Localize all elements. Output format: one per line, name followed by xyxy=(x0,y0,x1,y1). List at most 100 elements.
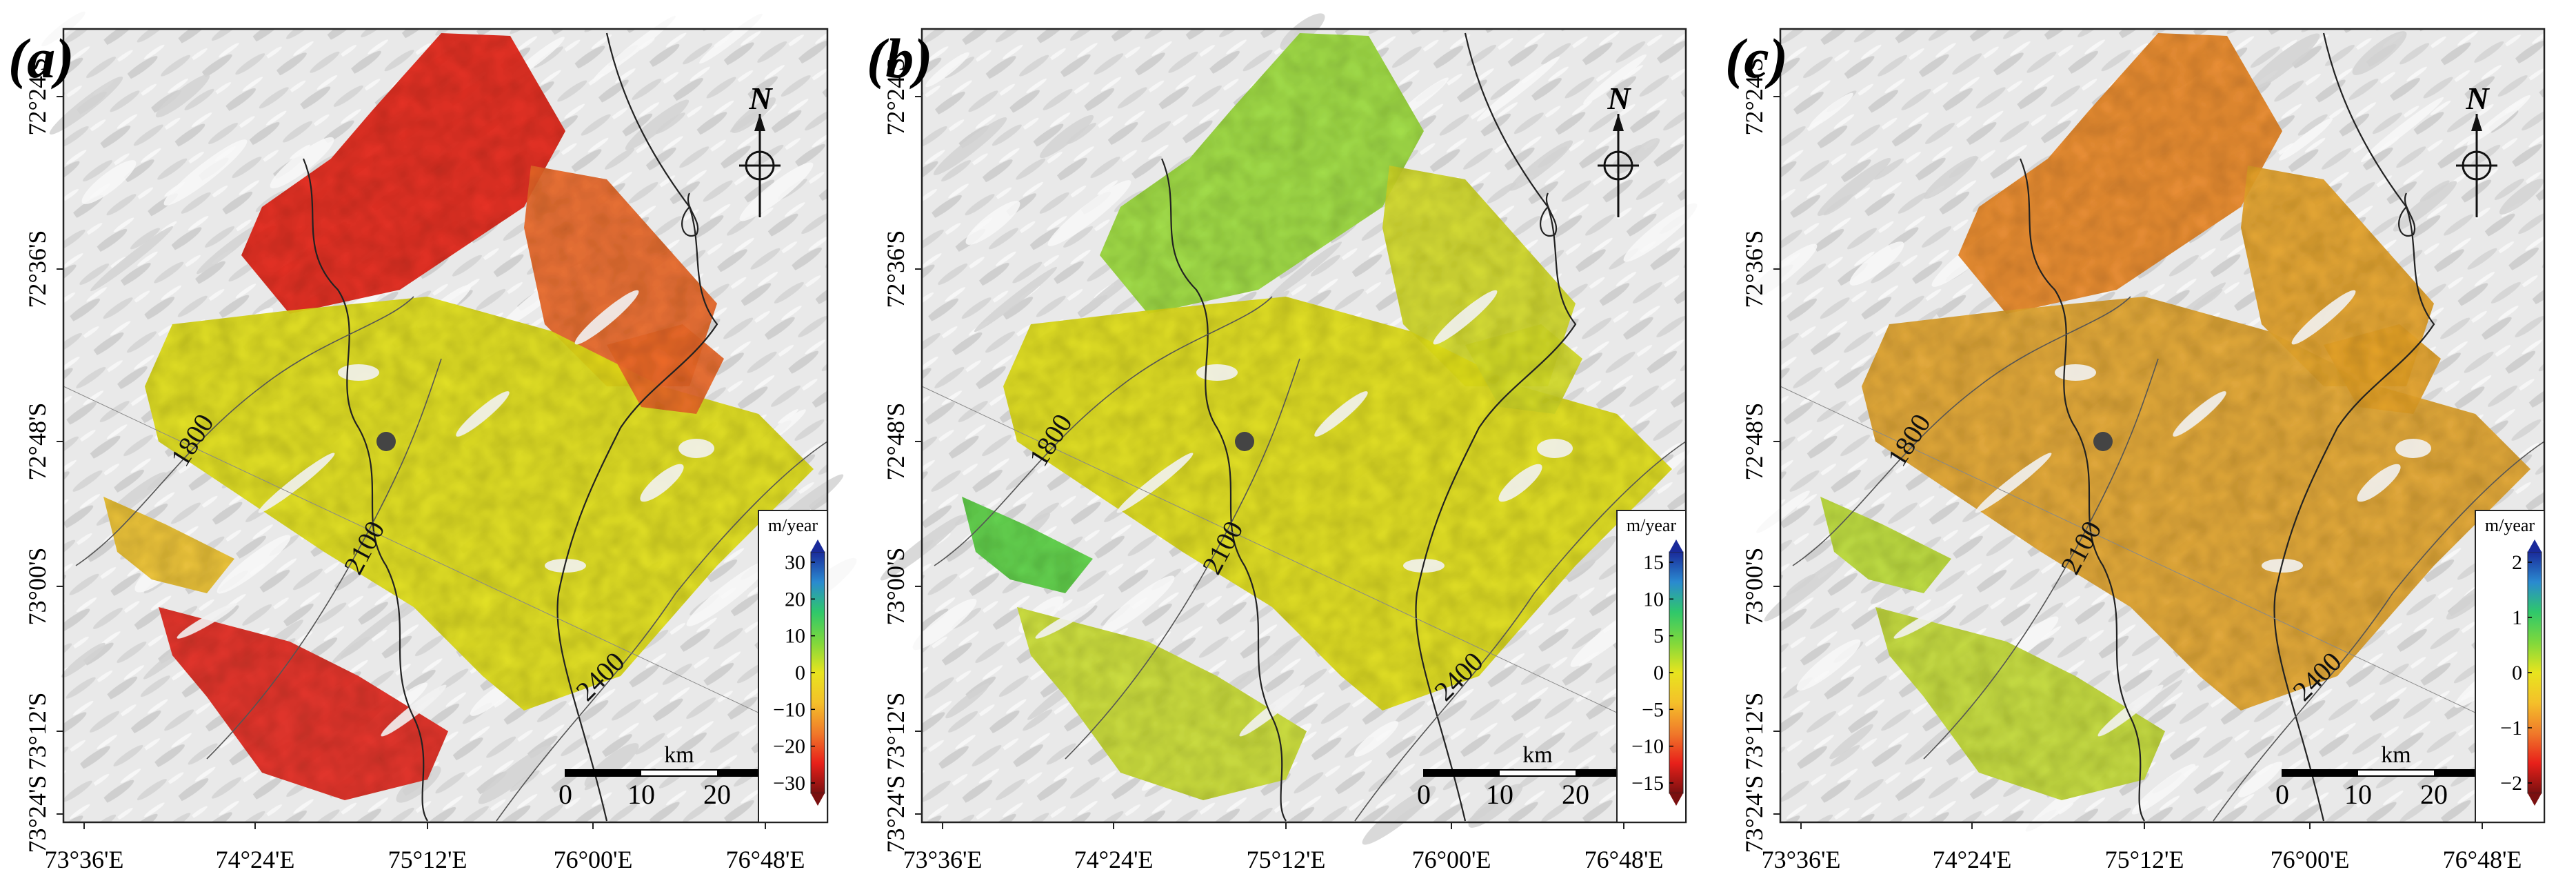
lon-tick-label: 76°00'E xyxy=(2271,846,2350,873)
lon-tick-label: 73°36'E xyxy=(903,846,983,873)
lat-tick-label: 72°36'S xyxy=(882,230,909,308)
lat-tick-label: 73°12'S xyxy=(23,693,51,771)
lon-tick-label: 73°36'E xyxy=(45,846,124,873)
lon-tick-label: 73°36'E xyxy=(1762,846,1841,873)
colorbar-tick-label: −10 xyxy=(1631,735,1664,758)
map-panel-a: 1800 2100 2400 (a) N 73°36'E 74°24'E 75°12'E 76°… xyxy=(0,0,858,883)
colorbar-tick-label: 1 xyxy=(2512,606,2522,629)
colorbar-tick-label: −2 xyxy=(2500,772,2522,795)
scale-tick-label: 0 xyxy=(559,779,572,810)
swath-west xyxy=(962,497,1093,593)
colorbar-tick-label: 20 xyxy=(785,588,805,611)
data-gaps xyxy=(1035,290,1573,737)
lat-tick-label: 72°36'S xyxy=(1740,230,1768,308)
lat-tick-label: 73°00'S xyxy=(23,548,51,626)
lat-tick-label: 72°48'S xyxy=(23,403,51,481)
scale-tick-label: 20 xyxy=(1562,779,1589,810)
data-gaps xyxy=(1893,290,2431,737)
velocity-field xyxy=(103,33,814,800)
scale-unit: km xyxy=(664,742,694,768)
colorbar-unit: m/year xyxy=(2485,515,2535,535)
north-label: N xyxy=(2465,81,2490,116)
swath-south xyxy=(1875,607,2165,800)
colorbar-tick-label: 5 xyxy=(1653,625,1664,648)
lon-tick-label: 76°48'E xyxy=(2443,846,2522,873)
swath-west xyxy=(1820,497,1951,593)
lon-tick-label: 75°12'E xyxy=(388,846,467,873)
lat-tick-label: 73°00'S xyxy=(882,548,909,626)
lat-tick-label: 72°48'S xyxy=(1740,403,1768,481)
colorbar-tick-label: 2 xyxy=(2512,551,2522,574)
contour-lines xyxy=(921,296,1687,822)
scale-tick-label: 10 xyxy=(1486,779,1513,810)
velocity-field xyxy=(962,33,1672,800)
scale-tick-label: 0 xyxy=(2275,779,2289,810)
scale-unit: km xyxy=(2381,742,2411,768)
colorbar-unit: m/year xyxy=(1627,515,1677,535)
swath-east xyxy=(607,324,724,414)
swath-north xyxy=(241,33,565,314)
lat-tick-label: 72°24'S xyxy=(882,58,909,136)
swath-north xyxy=(1958,33,2282,314)
lon-tick-label: 75°12'E xyxy=(1247,846,1326,873)
lon-tick-label: 75°12'E xyxy=(2105,846,2184,873)
central-feature-icon xyxy=(1235,432,1254,451)
colorbar-tick-label: 15 xyxy=(1643,551,1664,574)
swath-east xyxy=(2324,324,2441,414)
north-label: N xyxy=(748,81,773,116)
lat-tick-label: 73°12'S xyxy=(882,693,909,771)
colorbar-tick-label: 10 xyxy=(785,625,805,648)
colorbar-tick-label: 30 xyxy=(785,551,805,574)
scale-bar: km0102030 xyxy=(2275,742,2524,810)
map-panel-b: 1800 2100 2400 (b) N 73°36'E 74°24'E 75°12'E 76°… xyxy=(858,0,1717,883)
north-label: N xyxy=(1607,81,1631,116)
colorbar-tick-label: 10 xyxy=(1643,588,1664,611)
colorbar: m/year 15 10 5 0 −5 −10 −15 xyxy=(1616,510,1687,823)
swath-north xyxy=(1100,33,1424,314)
coast-lines xyxy=(1160,32,1577,822)
coast-lines xyxy=(302,32,718,822)
scale-tick-label: 20 xyxy=(703,779,731,810)
data-gaps xyxy=(177,290,714,737)
colorbar-tick-label: 0 xyxy=(1653,662,1664,684)
lat-tick-label: 72°24'S xyxy=(23,58,51,136)
lat-tick-label: 73°24'S xyxy=(1740,775,1768,853)
lat-tick-label: 72°48'S xyxy=(882,403,909,481)
lon-tick-label: 76°00'E xyxy=(554,846,633,873)
colorbar-tick-label: −5 xyxy=(1642,698,1664,721)
swath-south xyxy=(1017,607,1307,800)
velocity-field xyxy=(1820,33,2530,800)
contour-lines xyxy=(1780,296,2545,822)
swath-west xyxy=(103,497,234,593)
lon-tick-label: 76°00'E xyxy=(1412,846,1491,873)
scale-unit: km xyxy=(1522,742,1552,768)
north-arrow-icon: N xyxy=(1598,81,1639,217)
panel-label: (c) xyxy=(1725,27,1788,90)
colorbar-tick-label: −10 xyxy=(773,698,805,721)
lon-tick-label: 74°24'E xyxy=(1933,846,2012,873)
scale-tick-label: 10 xyxy=(627,779,655,810)
lat-tick-label: 73°12'S xyxy=(1740,693,1768,771)
colorbar-tick-label: 0 xyxy=(795,662,805,684)
contour-lines xyxy=(63,296,828,822)
lat-tick-label: 72°24'S xyxy=(1740,58,1768,136)
coast-lines xyxy=(2019,32,2435,822)
scale-tick-label: 10 xyxy=(2344,779,2372,810)
swath-east xyxy=(1465,324,1582,414)
colorbar: m/year 2 1 0 −1 −2 xyxy=(2475,510,2545,823)
scale-tick-label: 20 xyxy=(2420,779,2448,810)
central-feature-icon xyxy=(376,432,396,451)
lon-tick-label: 74°24'E xyxy=(216,846,295,873)
colorbar-tick-label: 0 xyxy=(2512,662,2522,684)
colorbar-unit: m/year xyxy=(768,515,818,535)
panel-label: (a) xyxy=(8,27,74,90)
lat-tick-label: 73°24'S xyxy=(882,775,909,853)
colorbar-tick-label: −1 xyxy=(2500,717,2522,740)
north-arrow-icon: N xyxy=(2456,81,2497,217)
panel-label: (b) xyxy=(867,27,933,90)
lat-tick-label: 73°00'S xyxy=(1740,548,1768,626)
lon-tick-label: 76°48'E xyxy=(726,846,805,873)
